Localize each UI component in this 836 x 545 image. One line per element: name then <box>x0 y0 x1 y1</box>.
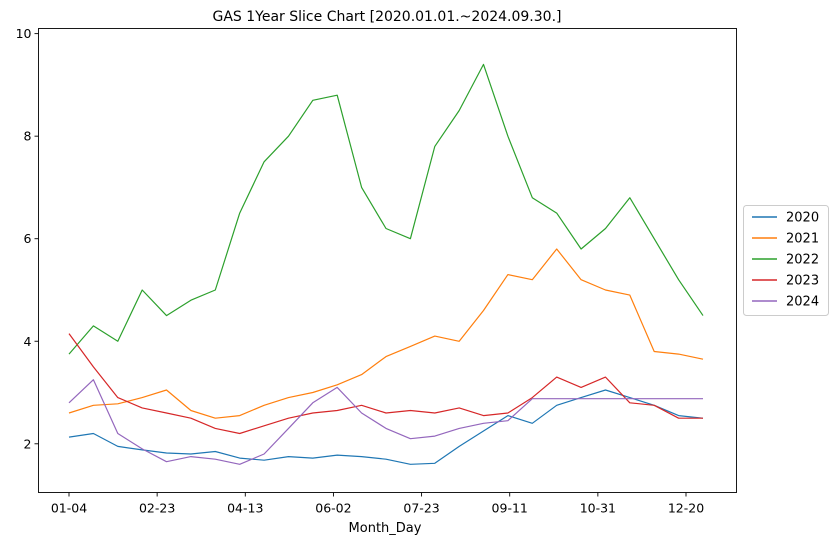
legend-box <box>743 205 829 316</box>
x-tick-label: 01-04 <box>51 501 87 516</box>
legend-label-2021: 2021 <box>786 232 819 247</box>
x-axis-title: Month_Day <box>349 521 422 536</box>
y-tick-label: 6 <box>24 231 32 246</box>
x-tick-label: 02-23 <box>139 501 175 516</box>
series-line-2024 <box>68 379 703 465</box>
legend: 2020 2021 2022 2023 2024 <box>743 205 829 316</box>
x-tick-label: 09-11 <box>492 501 528 516</box>
series-line-2023 <box>68 333 703 435</box>
y-tick-label: 8 <box>24 129 32 144</box>
chart-title: GAS 1Year Slice Chart [2020.01.01.~2024.… <box>213 9 562 25</box>
x-tick-label: 04-13 <box>227 501 263 516</box>
y-tick-label: 10 <box>16 26 32 41</box>
x-tick-label: 10-31 <box>580 501 616 516</box>
series-line-2021 <box>68 248 704 419</box>
y-tick-label: 4 <box>24 334 32 349</box>
x-tick-label: 06-02 <box>315 501 351 516</box>
y-tick-label: 2 <box>24 436 32 451</box>
y-axis: 2 4 6 8 10 <box>16 26 39 451</box>
series-layer <box>68 63 704 465</box>
x-axis: 01-04 02-23 04-13 06-02 07-23 09-11 10-31 12-20 <box>51 492 704 516</box>
plot-frame <box>38 28 737 493</box>
legend-label-2022: 2022 <box>786 253 819 268</box>
legend-label-2023: 2023 <box>786 274 819 289</box>
legend-label-2020: 2020 <box>786 211 819 226</box>
x-tick-label: 07-23 <box>403 501 439 516</box>
x-tick-label: 12-20 <box>668 501 704 516</box>
series-line-2022 <box>68 63 704 355</box>
legend-label-2024: 2024 <box>786 295 819 310</box>
series-line-2020 <box>68 389 704 465</box>
